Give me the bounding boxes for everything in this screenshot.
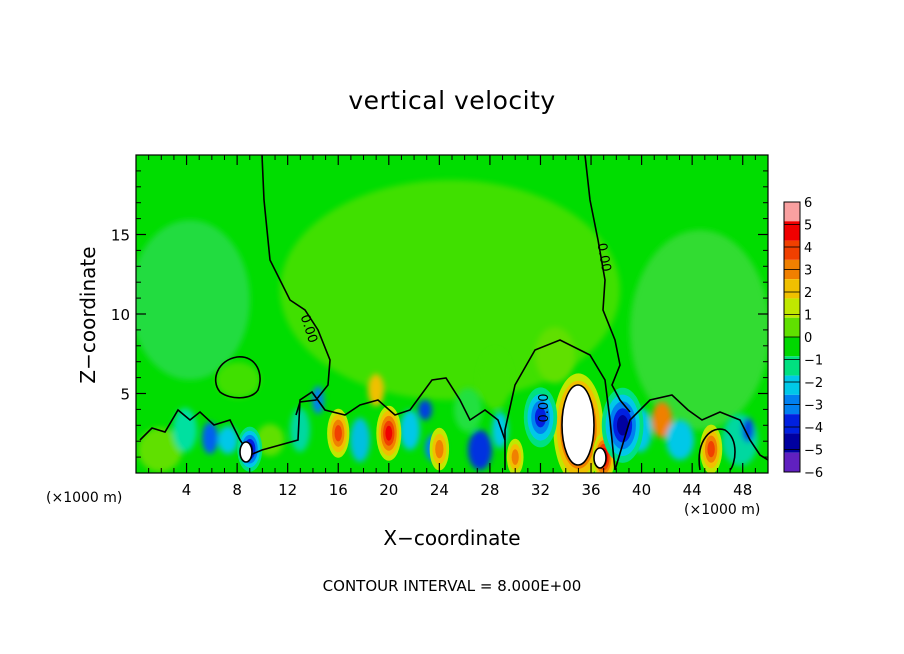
upper-bright-region bbox=[280, 180, 620, 400]
colorbar-label-11: −5 bbox=[804, 444, 823, 459]
colorbar-band-9 bbox=[784, 375, 800, 395]
small-core-contour bbox=[239, 441, 253, 463]
x-tick-label-24: 24 bbox=[430, 481, 449, 499]
x-tick-label-12: 12 bbox=[278, 481, 297, 499]
x-tick-label-32: 32 bbox=[531, 481, 550, 499]
x-unit-label-left: (×1000 m) bbox=[46, 490, 123, 506]
colorbar-label-0: 6 bbox=[804, 196, 812, 211]
y-tick-label-15: 15 bbox=[111, 227, 130, 245]
colorbar-band-0 bbox=[784, 202, 800, 222]
feature-7-ring-3 bbox=[707, 440, 715, 458]
x-unit-label-right: (×1000 m) bbox=[684, 502, 761, 518]
colorbar-band-1 bbox=[784, 221, 800, 241]
colorbar-band-4 bbox=[784, 279, 800, 299]
colorbar-label-2: 4 bbox=[804, 241, 812, 256]
colorbar: 6 5 4 3 2 1 0 −1 −2 −3 −4 −5 −6 bbox=[783, 196, 823, 481]
chart-title: vertical velocity bbox=[348, 86, 556, 115]
zero-contour-right bbox=[584, 155, 631, 413]
left-upper-region bbox=[136, 220, 250, 380]
colorbar-label-6: 0 bbox=[804, 331, 812, 346]
colorbar-label-5: 1 bbox=[804, 309, 812, 324]
contour-interval-note: CONTOUR INTERVAL = 8.000E+00 bbox=[322, 577, 582, 595]
colorbar-band-12 bbox=[784, 433, 800, 453]
feature-9-ring-2 bbox=[511, 449, 519, 465]
x-axis-label: X−coordinate bbox=[383, 526, 521, 550]
feature-8-ring-2 bbox=[435, 439, 444, 459]
colorbar-band-13 bbox=[784, 452, 800, 472]
contour-label-2: 0.00 bbox=[537, 394, 552, 423]
contour-label-1: 0.00 bbox=[594, 242, 614, 273]
colorbar-band-6 bbox=[784, 317, 800, 337]
feature-6-ring-4 bbox=[385, 425, 393, 441]
feature-3-ring-3 bbox=[534, 407, 547, 428]
colorbar-label-8: −2 bbox=[804, 376, 823, 391]
colorbar-band-11 bbox=[784, 414, 800, 434]
right-upper-region bbox=[630, 230, 768, 430]
colorbar-band-2 bbox=[784, 240, 800, 260]
colorbar-label-10: −4 bbox=[804, 421, 823, 436]
x-tick-label-36: 36 bbox=[581, 481, 600, 499]
zero-contour-rightband bbox=[614, 394, 768, 471]
x-tick-label-28: 28 bbox=[480, 481, 499, 499]
zero-contour-bubble bbox=[214, 356, 261, 399]
colorbar-label-12: −6 bbox=[804, 466, 823, 481]
y-tick-label-5: 5 bbox=[120, 386, 130, 404]
colorbar-label-4: 2 bbox=[804, 286, 812, 301]
x-tick-label-4: 4 bbox=[182, 481, 192, 499]
zero-contour-plume bbox=[504, 339, 616, 471]
zero-contour-lowband bbox=[139, 377, 506, 456]
x-tick-label-40: 40 bbox=[632, 481, 651, 499]
small-core-contour-2 bbox=[593, 447, 607, 469]
colorbar-band-7 bbox=[784, 337, 800, 357]
feature-5-ring-3 bbox=[334, 425, 342, 442]
zero-contour-rightcell bbox=[698, 428, 736, 471]
colorbar-label-7: −1 bbox=[804, 354, 823, 369]
y-tick-label-10: 10 bbox=[111, 306, 130, 324]
updraft-core-contour bbox=[561, 384, 595, 466]
x-tick-label-44: 44 bbox=[683, 481, 702, 499]
colorbar-band-5 bbox=[784, 298, 800, 318]
zero-contour-left bbox=[261, 155, 331, 416]
colorbar-band-8 bbox=[784, 356, 800, 376]
colorbar-label-9: −3 bbox=[804, 399, 823, 414]
x-tick-label-16: 16 bbox=[329, 481, 348, 499]
x-tick-label-48: 48 bbox=[733, 481, 752, 499]
feature-2-ring-4 bbox=[616, 415, 629, 436]
x-tick-label-20: 20 bbox=[379, 481, 398, 499]
colorbar-label-3: 3 bbox=[804, 264, 812, 279]
colorbar-label-1: 5 bbox=[804, 219, 812, 234]
x-tick-label-8: 8 bbox=[232, 481, 242, 499]
